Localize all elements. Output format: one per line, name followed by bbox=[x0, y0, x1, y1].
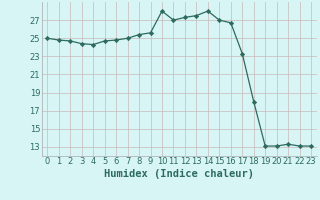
X-axis label: Humidex (Indice chaleur): Humidex (Indice chaleur) bbox=[104, 169, 254, 179]
